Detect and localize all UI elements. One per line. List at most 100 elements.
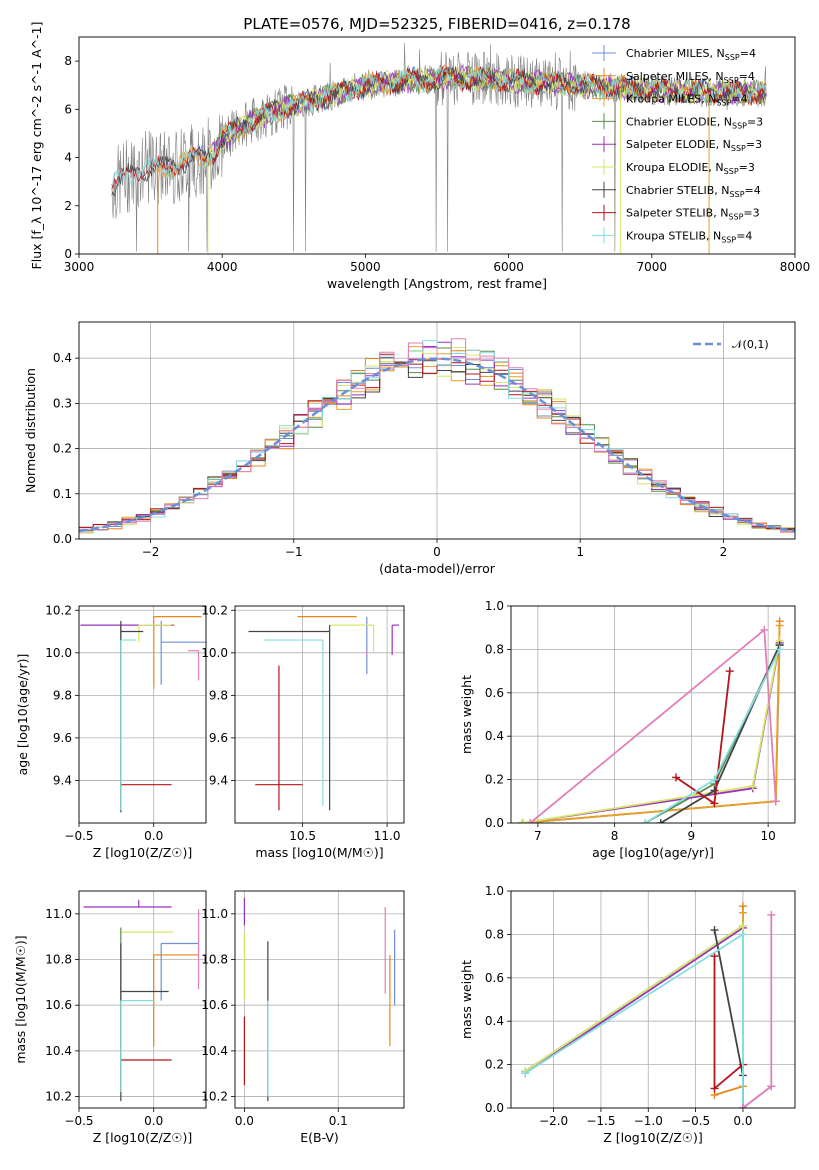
weight-line — [675, 670, 731, 806]
y-axis-label: mass weight — [459, 675, 474, 754]
x-axis-label: Z [log10(Z/Z☉)] — [603, 1130, 703, 1145]
spectrum-model-line — [111, 65, 767, 185]
x-axis-label: wavelength [Angstrom, rest frame] — [327, 276, 547, 291]
x-tick-label: 0.0 — [235, 1114, 254, 1128]
mass-vs-EBV-plot — [243, 897, 396, 1102]
mass-weight-vs-Z-plot — [521, 902, 776, 1108]
weight-line — [522, 621, 781, 823]
residuals-plot — [79, 338, 795, 534]
residuals-panel: −2 −1 0 1 2 0.0 0.1 0.2 0.3 0.4 (data-model)/error… — [23, 321, 796, 576]
y-tick-label: 0.0 — [485, 1101, 504, 1115]
y-tick-label: 0.1 — [53, 487, 72, 501]
x-tick-label: 7 — [534, 829, 542, 843]
x-tick-label: 3000 — [64, 260, 95, 274]
legend-label: Chabrier ELODIE, NSSP=3 — [626, 115, 763, 130]
x-tick-label: 4000 — [207, 260, 238, 274]
x-tick-label: 1 — [576, 545, 584, 559]
spectrum-plot — [111, 43, 767, 254]
spectrum-model-line — [207, 64, 767, 153]
mass-weight-vs-age-panel: 7 8 9 10 0.0 0.2 0.4 0.6 0.8 1.0 age [log10(age/yr… — [459, 599, 796, 860]
y-tick-label: 9.6 — [53, 731, 72, 745]
weight-line — [522, 645, 781, 823]
axes-frame — [234, 890, 405, 1109]
x-axis-label: (data-model)/error — [379, 561, 496, 576]
y-tick-label: 10.6 — [201, 998, 228, 1012]
weight-line — [524, 927, 744, 1075]
legend-label: Salpeter STELIB, NSSP=3 — [626, 207, 760, 222]
y-tick-label: 0.6 — [485, 686, 504, 700]
legend-label: Chabrier STELIB, NSSP=4 — [626, 184, 761, 199]
legend-label: Kroupa ELODIE, NSSP=3 — [626, 161, 755, 176]
axes-frame — [510, 890, 796, 1109]
y-tick-label: 10.2 — [45, 1090, 72, 1104]
y-tick-label: 10.8 — [201, 953, 228, 967]
weight-line — [524, 924, 744, 1108]
y-tick-label: 10.2 — [201, 1090, 228, 1104]
y-tick-label: 0.8 — [485, 642, 504, 656]
x-tick-label: 9 — [688, 829, 696, 843]
y-tick-label: 0.0 — [53, 532, 72, 546]
y-tick-label: 4 — [64, 151, 72, 165]
legend-label: Salpeter ELODIE, NSSP=3 — [626, 138, 762, 153]
x-tick-label: 0.0 — [144, 1114, 163, 1128]
x-axis-label: Z [log10(Z/Z☉)] — [93, 1130, 193, 1145]
mass-weight-vs-Z-panel: −2.0 −1.5 −1.0 −0.5 0.0 0.0 0.2 0.4 0.6 0.8 1.0 Z [… — [459, 884, 796, 1145]
x-tick-label: 8000 — [780, 260, 811, 274]
y-tick-label: 10.0 — [45, 646, 72, 660]
x-tick-label: 11.0 — [374, 829, 401, 843]
y-tick-label: 10.2 — [201, 603, 228, 617]
y-tick-label: 0 — [64, 247, 72, 261]
y-axis-label: Flux [f_λ 10^-17 erg cm^-2 s^-1 A^-1] — [29, 22, 44, 270]
y-tick-label: 0.0 — [485, 816, 504, 830]
y-tick-label: 2 — [64, 199, 72, 213]
age-vs-mass-panel: 10.5 11.0 9.4 9.6 9.8 10.0 10.2 mass [log10(M/M… — [201, 603, 405, 860]
age-vs-Z-plot — [80, 616, 206, 813]
age-vs-Z-panel: −0.5 0.0 9.4 9.6 9.8 10.0 10.2 Z [log10(Z/Z☉)] a… — [15, 603, 207, 860]
x-tick-label: −1 — [285, 545, 303, 559]
spectrum-model-line — [111, 66, 767, 197]
y-tick-label: 9.8 — [209, 688, 228, 702]
x-tick-label: 0 — [433, 545, 441, 559]
y-tick-label: 0.3 — [53, 396, 72, 410]
x-tick-label: 7000 — [637, 260, 668, 274]
legend-label: 𝒩(0,1) — [732, 338, 769, 351]
y-axis-label: Normed distribution — [23, 368, 38, 493]
x-tick-label: −2 — [142, 545, 160, 559]
y-axis-label: mass weight — [459, 960, 474, 1039]
x-tick-label: −0.5 — [64, 1114, 93, 1128]
mass-weight-vs-age-plot — [518, 617, 784, 823]
x-tick-label: 6000 — [493, 260, 524, 274]
x-axis-label: Z [log10(Z/Z☉)] — [93, 845, 193, 860]
y-tick-label: 0.2 — [485, 1058, 504, 1072]
y-tick-label: 1.0 — [485, 884, 504, 898]
y-tick-label: 9.4 — [53, 773, 72, 787]
x-axis-label: E(B-V) — [300, 1130, 339, 1145]
mass-vs-EBV-panel: 0.0 0.1 10.2 10.4 10.6 10.8 11.0 E(B-V) — [201, 890, 405, 1145]
y-tick-label: 11.0 — [45, 907, 72, 921]
y-tick-label: 0.2 — [485, 773, 504, 787]
x-tick-label: 0.0 — [144, 829, 163, 843]
y-tick-label: 10.2 — [45, 603, 72, 617]
axes-frame — [78, 890, 207, 1109]
y-tick-label: 10.4 — [201, 1044, 228, 1058]
y-tick-label: 9.6 — [209, 731, 228, 745]
spectrum-panel: 3000 4000 5000 6000 7000 8000 0 2 4 6 8 wavelength … — [29, 22, 810, 291]
axes-frame — [78, 321, 796, 540]
axes-frame — [234, 605, 405, 824]
legend-label: Chabrier MILES, NSSP=4 — [626, 47, 756, 62]
weight-line — [742, 914, 773, 1108]
x-tick-label: 5000 — [350, 260, 381, 274]
figure-title: PLATE=0576, MJD=52325, FIBERID=0416, z=0… — [243, 15, 630, 33]
axes-frame — [510, 605, 796, 824]
y-tick-label: 0.6 — [485, 971, 504, 985]
weight-line — [713, 929, 744, 1108]
x-axis-label: mass [log10(M/M☉)] — [255, 845, 383, 860]
weight-line — [529, 628, 777, 823]
x-tick-label: 2 — [720, 545, 728, 559]
y-axis-label: age [log10(age/yr)] — [15, 654, 30, 776]
y-tick-label: 10.6 — [45, 998, 72, 1012]
normal-curve — [79, 357, 795, 533]
y-tick-label: 0.4 — [53, 351, 72, 365]
x-tick-label: −1.0 — [634, 1114, 663, 1128]
